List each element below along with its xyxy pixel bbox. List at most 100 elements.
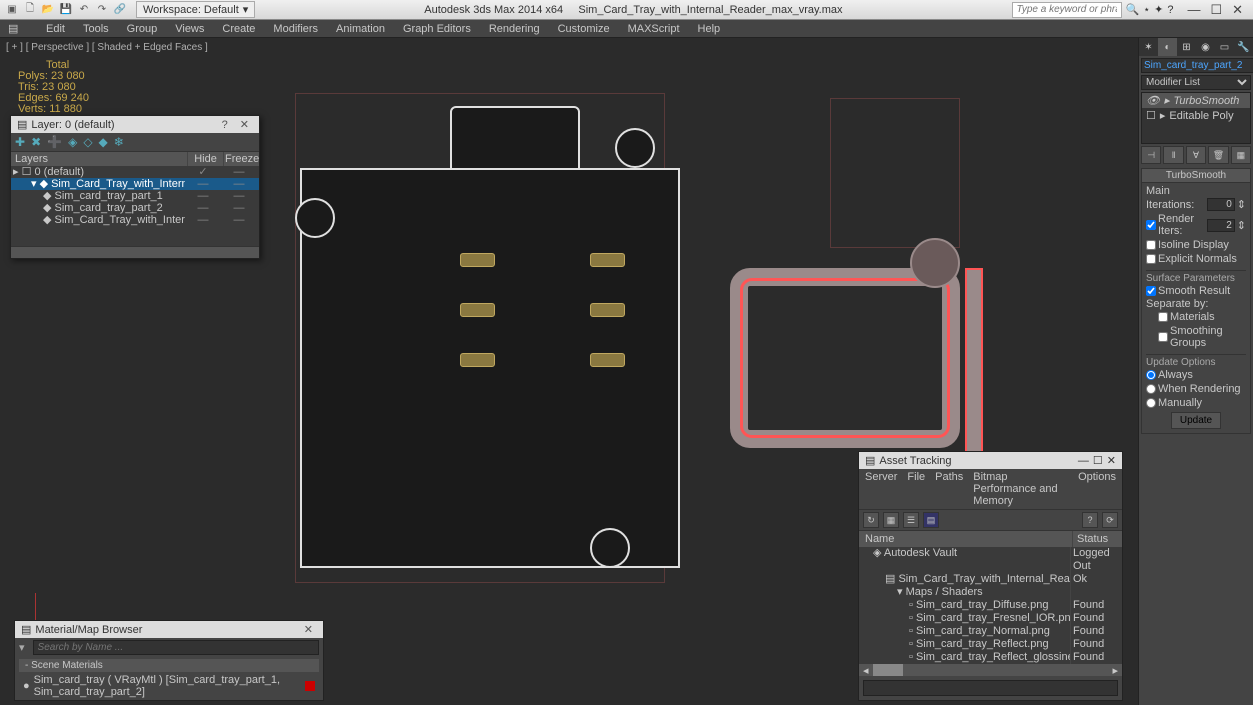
- help-icon[interactable]: ?: [218, 119, 232, 131]
- star-icon[interactable]: ⋆: [1143, 3, 1150, 16]
- tree-icon[interactable]: ☰: [903, 512, 919, 528]
- delete-layer-icon[interactable]: ✖: [31, 135, 41, 149]
- col-status[interactable]: Status: [1072, 531, 1122, 547]
- iterations-spinner[interactable]: [1207, 198, 1235, 211]
- spinner-arrows-icon[interactable]: ⇕: [1237, 198, 1246, 211]
- motion-tab-icon[interactable]: ◉: [1196, 38, 1215, 56]
- maximize-icon[interactable]: ☐: [1093, 454, 1103, 467]
- remove-modifier-icon[interactable]: 🗑: [1208, 146, 1228, 164]
- close-icon[interactable]: ✕: [236, 118, 253, 131]
- material-item[interactable]: ● Sim_card_tray ( VRayMtl ) [Sim_card_tr…: [23, 674, 315, 698]
- layer-scrollbar[interactable]: [11, 246, 259, 258]
- close-icon[interactable]: ✕: [300, 623, 317, 636]
- layer-row[interactable]: ▾ ◆ Sim_Card_Tray_with_Internal_Reader ☐…: [11, 178, 259, 190]
- smooth-result-checkbox[interactable]: [1146, 286, 1156, 296]
- object-name-input[interactable]: [1141, 58, 1253, 73]
- always-radio[interactable]: [1146, 370, 1156, 380]
- menu-customize[interactable]: Customize: [558, 23, 610, 35]
- rollout-header[interactable]: TurboSmooth: [1142, 169, 1250, 183]
- menu-graph-editors[interactable]: Graph Editors: [403, 23, 471, 35]
- show-result-icon[interactable]: ‖: [1163, 146, 1183, 164]
- render-iters-spinner[interactable]: [1207, 219, 1235, 232]
- layer-row[interactable]: ◆ Sim_Card_Tray_with_Internal_Reader——: [11, 214, 259, 226]
- refresh-icon[interactable]: ↻: [863, 512, 879, 528]
- asset-path-input[interactable]: [863, 680, 1118, 696]
- menu-modifiers[interactable]: Modifiers: [273, 23, 318, 35]
- render-iters-checkbox[interactable]: [1146, 220, 1156, 230]
- smoothing-groups-checkbox[interactable]: [1158, 332, 1168, 342]
- menu-edit[interactable]: Edit: [46, 23, 65, 35]
- hide-icon[interactable]: ◆: [99, 135, 108, 149]
- redo-icon[interactable]: ↷: [94, 2, 110, 18]
- modifier-stack[interactable]: 👁▸TurboSmooth ☐▸Editable Poly: [1141, 92, 1251, 144]
- create-tab-icon[interactable]: ✶: [1139, 38, 1158, 56]
- app-icon[interactable]: ▣: [4, 2, 20, 18]
- explicit-normals-checkbox[interactable]: [1146, 254, 1156, 264]
- when-rendering-radio[interactable]: [1146, 384, 1156, 394]
- help-icon[interactable]: ?: [1167, 4, 1173, 16]
- link-icon[interactable]: 🔗: [112, 2, 128, 18]
- spinner-arrows-icon[interactable]: ⇕: [1237, 219, 1246, 232]
- utilities-tab-icon[interactable]: 🔧: [1234, 38, 1253, 56]
- freeze-icon[interactable]: ❄: [114, 135, 124, 149]
- menu-create[interactable]: Create: [222, 23, 255, 35]
- list-icon[interactable]: ▤: [923, 512, 939, 528]
- search-icon[interactable]: 🔍: [1126, 3, 1140, 16]
- asset-row[interactable]: ◈ Autodesk VaultLogged Out: [859, 547, 1122, 573]
- material-browser-titlebar[interactable]: ▤ Material/Map Browser ✕: [15, 621, 323, 638]
- maximize-icon[interactable]: ☐: [1210, 2, 1222, 18]
- close-tb-icon[interactable]: ⟳: [1102, 512, 1118, 528]
- menu-maxscript[interactable]: MAXScript: [628, 23, 680, 35]
- view-icon[interactable]: ▦: [883, 512, 899, 528]
- asset-scrollbar[interactable]: ◂▸: [859, 664, 1122, 676]
- asset-menu-file[interactable]: File: [907, 471, 925, 507]
- make-unique-icon[interactable]: ∀: [1186, 146, 1206, 164]
- asset-row[interactable]: ▫ Sim_card_tray_Fresnel_IOR.pngFound: [859, 612, 1122, 625]
- col-hide[interactable]: Hide: [187, 152, 223, 166]
- minimize-icon[interactable]: —: [1187, 2, 1200, 18]
- col-name[interactable]: Name: [859, 531, 1072, 547]
- menu-animation[interactable]: Animation: [336, 23, 385, 35]
- modify-tab-icon[interactable]: ◐: [1158, 38, 1177, 56]
- asset-row[interactable]: ▫ Sim_card_tray_Normal.pngFound: [859, 625, 1122, 638]
- modifier-list-dropdown[interactable]: Modifier List: [1141, 75, 1251, 90]
- isoline-checkbox[interactable]: [1146, 240, 1156, 250]
- asset-row[interactable]: ▾ Maps / Shaders: [859, 586, 1122, 599]
- exchange-icon[interactable]: ✦: [1154, 3, 1163, 16]
- layer-row[interactable]: ▸ ☐ 0 (default)✓—: [11, 166, 259, 178]
- asset-menu-bitmap[interactable]: Bitmap Performance and Memory: [973, 471, 1068, 507]
- asset-tracking-titlebar[interactable]: ▤ Asset Tracking — ☐ ✕: [859, 452, 1122, 469]
- asset-menu-server[interactable]: Server: [865, 471, 897, 507]
- close-icon[interactable]: ✕: [1232, 2, 1243, 18]
- help-icon[interactable]: ?: [1082, 512, 1098, 528]
- asset-row[interactable]: ▫ Sim_card_tray_Reflect_glossiness.pngFo…: [859, 651, 1122, 664]
- pin-stack-icon[interactable]: ⊣: [1141, 146, 1161, 164]
- eye-icon[interactable]: 👁: [1146, 94, 1160, 107]
- minimize-icon[interactable]: —: [1078, 455, 1089, 467]
- new-layer-icon[interactable]: ✚: [15, 135, 25, 149]
- select-layer-icon[interactable]: ◈: [68, 135, 77, 149]
- menu-help[interactable]: Help: [698, 23, 721, 35]
- col-freeze[interactable]: Freeze: [223, 152, 259, 166]
- menu-views[interactable]: Views: [175, 23, 204, 35]
- new-icon[interactable]: 🗋: [22, 2, 38, 18]
- stack-item-editable-poly[interactable]: ☐▸Editable Poly: [1142, 108, 1250, 123]
- menu-group[interactable]: Group: [127, 23, 158, 35]
- configure-sets-icon[interactable]: ▦: [1231, 146, 1251, 164]
- col-layers[interactable]: Layers: [11, 152, 187, 166]
- save-icon[interactable]: 💾: [58, 2, 74, 18]
- stack-item-turbosmooth[interactable]: 👁▸TurboSmooth: [1142, 93, 1250, 108]
- app-menu-icon[interactable]: ▤: [8, 22, 28, 35]
- asset-row[interactable]: ▫ Sim_card_tray_Reflect.pngFound: [859, 638, 1122, 651]
- asset-menu-paths[interactable]: Paths: [935, 471, 963, 507]
- menu-rendering[interactable]: Rendering: [489, 23, 540, 35]
- layer-row[interactable]: ◆ Sim_card_tray_part_2——: [11, 202, 259, 214]
- scene-materials-header[interactable]: - Scene Materials: [19, 659, 319, 672]
- workspace-dropdown[interactable]: Workspace: Default ▾: [136, 1, 255, 18]
- manually-radio[interactable]: [1146, 398, 1156, 408]
- highlight-icon[interactable]: ◇: [83, 135, 92, 149]
- materials-checkbox[interactable]: [1158, 312, 1168, 322]
- hierarchy-tab-icon[interactable]: ⊞: [1177, 38, 1196, 56]
- close-icon[interactable]: ✕: [1107, 454, 1116, 467]
- add-to-layer-icon[interactable]: ➕: [47, 135, 62, 149]
